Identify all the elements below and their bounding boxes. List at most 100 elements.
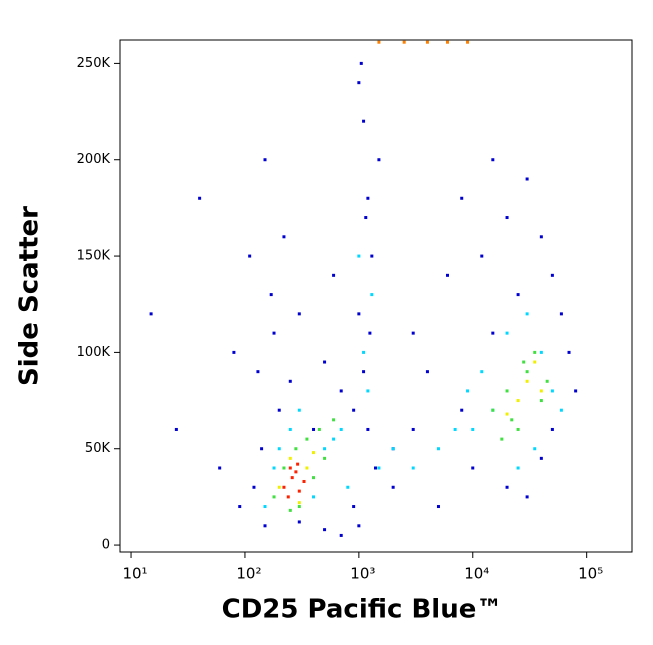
point [505,331,509,335]
point [296,462,300,466]
point [516,427,520,431]
point [480,370,484,374]
point [332,437,336,441]
point [282,466,286,470]
point [294,470,298,474]
point [272,466,276,470]
point [332,273,336,277]
point [288,508,292,512]
point [516,466,520,470]
point [357,81,361,85]
point [269,293,273,297]
point [460,408,464,412]
point [332,418,336,422]
point [312,476,316,480]
point [377,158,381,162]
y-tick-label: 150K [77,249,111,264]
point [263,505,267,509]
point [491,331,495,335]
point [352,505,356,509]
point [297,520,301,524]
x-tick-label: 10¹ [122,565,147,583]
x-tick-label: 10² [236,565,261,583]
point [374,466,378,470]
point [248,254,252,258]
point [149,312,153,316]
point [525,370,529,374]
point [297,501,301,505]
y-axis-title: Side Scatter [15,206,45,386]
point [453,427,457,431]
point [445,273,449,277]
point [533,350,537,354]
point [510,418,514,422]
point [491,158,495,162]
y-tick-label: 100K [77,345,111,360]
point [305,466,309,470]
point [525,495,529,499]
point [539,389,543,393]
point [323,447,327,451]
point [272,331,276,335]
point [411,331,415,335]
point [263,158,267,162]
x-tick-label: 10⁴ [464,565,489,583]
point [366,389,370,393]
point [260,447,264,451]
point [357,524,361,528]
point [550,389,554,393]
point [290,476,294,480]
point [346,485,350,489]
point [366,427,370,431]
point [282,235,286,239]
point [288,466,292,470]
point [411,466,415,470]
point [559,312,563,316]
point [312,451,316,455]
y-tick-label: 50K [85,441,111,456]
point [491,408,495,412]
point [288,427,292,431]
point [471,466,475,470]
point [516,293,520,297]
point [500,437,504,441]
point [411,427,415,431]
point [297,489,301,493]
point [256,370,260,374]
point [505,216,509,220]
point [312,427,316,431]
point [559,408,563,412]
point [359,61,363,65]
point [539,456,543,460]
point [377,466,381,470]
point [567,350,571,354]
point [480,254,484,258]
point [505,485,509,489]
point [297,408,301,412]
point [277,447,281,451]
y-tick-label: 250K [77,56,111,71]
point [525,379,529,383]
plot-frame [119,39,633,553]
point [323,360,327,364]
point [277,408,281,412]
x-tick-label: 10³ [350,565,375,583]
point [425,370,429,374]
point [445,40,449,44]
point [550,427,554,431]
point [339,533,343,537]
point [317,427,321,431]
x-tick-label: 10⁵ [578,565,603,583]
point [391,485,395,489]
point [286,495,290,499]
point [362,370,366,374]
point [352,408,356,412]
point [539,399,543,403]
point [323,456,327,460]
point [505,412,509,416]
point [357,254,361,258]
point [357,312,361,316]
point [218,466,222,470]
point [522,360,526,364]
point [370,293,374,297]
